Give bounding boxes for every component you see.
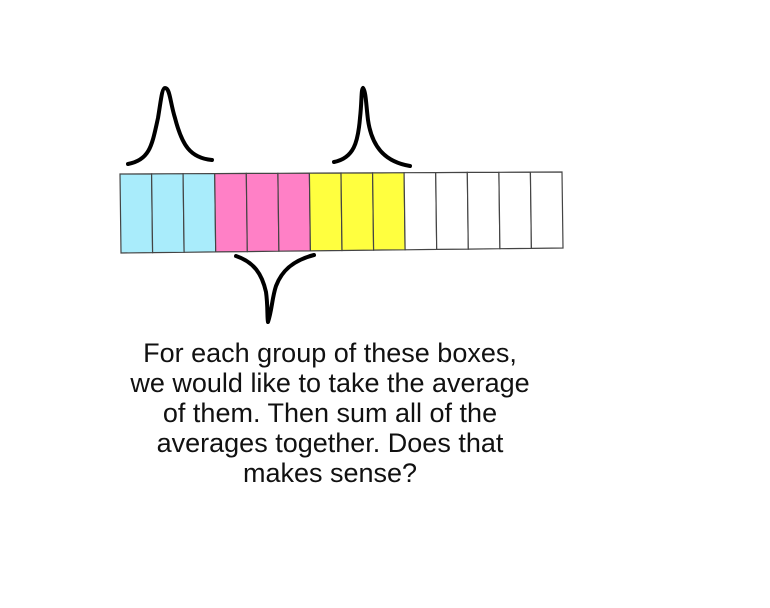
caption-line-1: For each group of these boxes,	[143, 338, 517, 368]
group-3-box-2	[340, 172, 375, 252]
group-2-box-3	[277, 172, 312, 252]
group-3-box-1	[308, 172, 343, 252]
remaining-box-4	[498, 171, 533, 250]
group-1-box-3	[182, 172, 217, 253]
remaining-box-2	[435, 171, 469, 251]
group-1-box-1	[119, 173, 154, 254]
group-2-box-2	[245, 172, 280, 253]
remaining-box-1	[403, 171, 438, 251]
brace-top-group-1	[126, 86, 214, 166]
caption-text: For each group of these boxes, we would …	[92, 338, 568, 488]
remaining-box-5	[529, 171, 564, 250]
caption-line-2: we would like to take the average	[130, 368, 530, 398]
boxes-row	[119, 171, 564, 254]
group-1-box-2	[150, 173, 185, 254]
group-3-box-3	[371, 172, 406, 251]
caption-line-3: of them. Then sum all of the	[162, 398, 498, 428]
brace-bottom-group-2	[234, 253, 316, 324]
caption-line-5: makes sense?	[242, 458, 418, 488]
group-2-box-1	[214, 172, 248, 253]
remaining-box-3	[466, 171, 501, 250]
brace-top-group-3	[332, 86, 412, 168]
caption-line-4: averages together. Does that	[156, 428, 504, 458]
